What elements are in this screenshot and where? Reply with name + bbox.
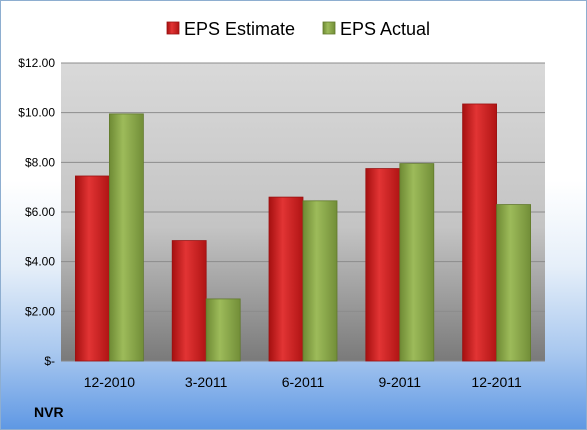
x-category-label: 9-2011 <box>379 374 422 390</box>
x-axis-categories: 12-2010 3-2011 6-2011 9-2011 12-2011 <box>84 374 522 390</box>
y-tick-label: $2.00 <box>25 304 55 318</box>
x-category-label: 12-2010 <box>84 374 136 390</box>
y-tick-label: $6.00 <box>25 205 55 219</box>
y-axis-ticks: $- $2.00 $4.00 $6.00 $8.00 $10.00 $12.00 <box>18 56 55 368</box>
y-tick-label: $12.00 <box>18 56 55 70</box>
ticker-label: NVR <box>34 404 64 420</box>
x-category-label: 6-2011 <box>282 374 325 390</box>
bar-eps-estimate <box>171 240 207 362</box>
x-category-label: 3-2011 <box>185 374 228 390</box>
legend-swatch <box>322 21 336 35</box>
legend-label: EPS Actual <box>340 19 430 39</box>
bar-eps-actual <box>496 204 532 362</box>
y-tick-label: $8.00 <box>25 155 55 169</box>
bar-eps-estimate <box>462 103 498 362</box>
y-tick-label: $10.00 <box>18 106 55 120</box>
bars <box>75 103 532 362</box>
x-category-label: 12-2011 <box>471 374 522 390</box>
legend-label: EPS Estimate <box>184 19 295 39</box>
bar-eps-estimate <box>268 196 304 362</box>
y-tick-label: $4.00 <box>25 255 55 269</box>
bar-eps-estimate <box>365 168 401 362</box>
bar-eps-actual <box>399 163 435 362</box>
y-tick-label: $- <box>44 354 55 368</box>
bar-eps-actual <box>302 200 338 362</box>
bar-eps-estimate <box>75 175 110 362</box>
legend: EPS Estimate EPS Actual <box>166 19 430 39</box>
bar-eps-actual <box>205 298 241 362</box>
bar-eps-actual <box>109 113 144 362</box>
legend-swatch <box>166 21 180 35</box>
